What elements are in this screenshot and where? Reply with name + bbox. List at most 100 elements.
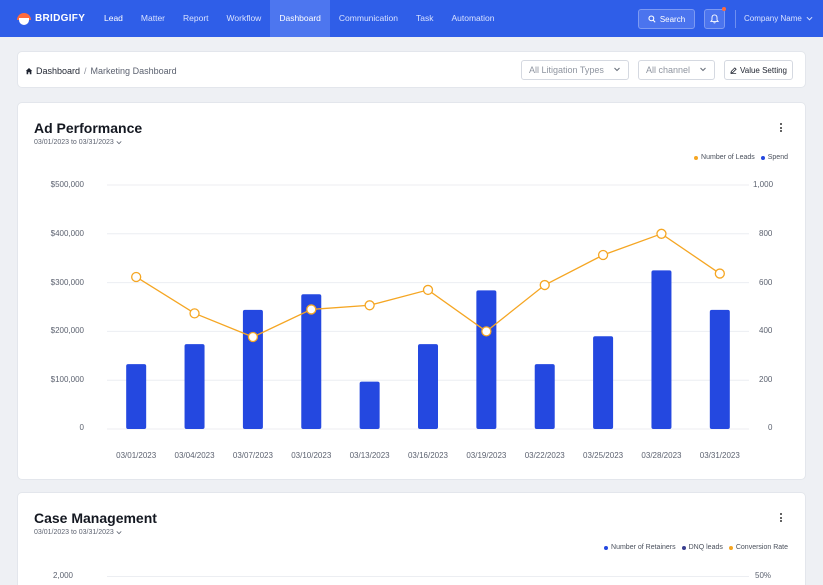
nav-item-dashboard[interactable]: Dashboard (270, 0, 330, 37)
y-tick-right: 1,000 (753, 180, 774, 189)
value-setting-label: Value Setting (740, 65, 787, 75)
y-tick-left: $300,000 (50, 278, 84, 287)
y-tick-right: 800 (759, 229, 773, 238)
leads-point (656, 228, 667, 239)
legend-label: Conversion Rate (735, 544, 788, 551)
nav-item-automation[interactable]: Automation (451, 13, 495, 23)
y-tick-right: 600 (759, 278, 773, 287)
channel-value: All channel (646, 65, 691, 75)
search-label: Search (659, 14, 686, 24)
x-tick-label: 03/22/2023 (524, 451, 565, 460)
date-range-label: 03/01/2023 to 03/31/2023 (34, 139, 114, 146)
legend-item-spend[interactable]: Spend (760, 154, 788, 161)
leads-point (597, 249, 609, 261)
breadcrumb-separator: / (84, 65, 87, 76)
grid-line (107, 576, 749, 577)
breadcrumb-home-label: Dashboard (36, 65, 81, 76)
x-tick-label: 03/19/2023 (466, 451, 507, 460)
search-button[interactable]: Search (638, 9, 695, 29)
spend-bar (476, 290, 497, 429)
y-tick-left: $200,000 (50, 326, 84, 335)
spend-bar (301, 294, 322, 429)
y-tick-right: 200 (759, 375, 773, 384)
x-tick-label: 03/04/2023 (174, 451, 215, 460)
case-management-title: Case Management (34, 510, 157, 526)
x-tick-label: 03/16/2023 (407, 451, 449, 460)
value-setting-button[interactable]: Value Setting (724, 60, 793, 80)
case-management-date-range[interactable]: 03/01/2023 to 03/31/2023 (34, 529, 122, 536)
x-tick-label: 03/31/2023 (699, 451, 740, 460)
leads-point (189, 308, 200, 319)
y-tick-left: $400,000 (50, 229, 84, 238)
nav-item-task[interactable]: Task (415, 13, 434, 23)
spend-bar (184, 344, 205, 429)
company-menu[interactable]: Company Name (744, 0, 813, 37)
breadcrumb-bar: Dashboard / Marketing Dashboard All Liti… (17, 51, 806, 88)
case-management-card: Case Management 03/01/2023 to 03/31/2023… (17, 492, 806, 585)
notifications-button[interactable] (704, 9, 725, 29)
chevron-down-icon (116, 141, 122, 145)
y-tick-left: 2,000 (52, 571, 73, 580)
leads-point (539, 279, 550, 291)
litigation-type-select[interactable]: All Litigation Types (521, 60, 629, 80)
spend-bar (418, 344, 438, 429)
top-nav: BRIDGIFY Lead Matter Report Workflow Das… (0, 0, 823, 37)
ad-performance-chart (107, 184, 749, 430)
nav-item-report[interactable]: Report (183, 13, 209, 23)
leads-point (714, 268, 725, 279)
nav-item-matter[interactable]: Matter (140, 13, 166, 23)
leads-point (481, 326, 492, 337)
x-tick-label: 03/10/2023 (291, 451, 332, 460)
legend-label: Number of Retainers (611, 544, 676, 551)
brand-logo[interactable]: BRIDGIFY (17, 12, 95, 26)
spend-bar (126, 364, 147, 429)
breadcrumb-home[interactable]: Dashboard (25, 66, 80, 76)
breadcrumb-current: Marketing Dashboard (90, 65, 177, 76)
spend-bar (242, 309, 263, 429)
more-options-icon[interactable] (780, 123, 783, 134)
spend-bar (593, 336, 614, 429)
legend-item-dnq-leads[interactable]: DNQ leads (681, 544, 723, 551)
spend-bar (709, 309, 730, 429)
chevron-down-icon (614, 67, 620, 72)
x-tick-label: 03/01/2023 (116, 451, 157, 460)
ad-performance-legend: Number of Leads Spend (694, 154, 788, 161)
nav-menu: Lead Matter Report Workflow Dashboard Co… (95, 0, 503, 37)
edit-icon (730, 66, 737, 74)
legend-label: Spend (767, 154, 788, 161)
more-options-icon[interactable] (780, 513, 783, 524)
bell-icon (710, 14, 719, 24)
leads-point (422, 284, 434, 296)
legend-item-conversion-rate[interactable]: Conversion Rate (728, 544, 788, 551)
litigation-type-value: All Litigation Types (529, 65, 604, 75)
notification-badge (722, 7, 726, 11)
y-tick-right: 50% (755, 571, 772, 580)
legend-item-leads[interactable]: Number of Leads (694, 154, 755, 161)
x-tick-label: 03/07/2023 (232, 451, 273, 460)
nav-item-workflow[interactable]: Workflow (226, 13, 262, 23)
leads-point (131, 271, 142, 283)
legend-dot (760, 155, 765, 160)
y-tick-left: $100,000 (50, 375, 84, 384)
logo-mark-icon (17, 12, 31, 26)
breadcrumb: Dashboard / Marketing Dashboard (25, 52, 177, 89)
ad-performance-card: Ad Performance 03/01/2023 to 03/31/2023 … (17, 102, 806, 480)
x-tick-label: 03/25/2023 (583, 451, 624, 460)
channel-select[interactable]: All channel (638, 60, 715, 80)
ad-performance-title: Ad Performance (34, 120, 143, 136)
y-tick-left: $500,000 (50, 180, 84, 189)
legend-dot (604, 545, 609, 550)
leads-point (247, 331, 259, 343)
legend-label: DNQ leads (688, 544, 723, 551)
y-tick-right: 0 (768, 423, 773, 432)
date-range-label: 03/01/2023 to 03/31/2023 (34, 529, 114, 536)
legend-dot (694, 155, 699, 160)
legend-item-retainers[interactable]: Number of Retainers (604, 544, 676, 551)
leads-point (364, 300, 375, 311)
legend-label: Number of Leads (701, 154, 755, 161)
nav-item-lead[interactable]: Lead (104, 13, 123, 23)
legend-dot (728, 545, 733, 550)
ad-performance-date-range[interactable]: 03/01/2023 to 03/31/2023 (34, 139, 122, 146)
leads-point (306, 304, 317, 315)
nav-item-communication[interactable]: Communication (338, 13, 398, 23)
